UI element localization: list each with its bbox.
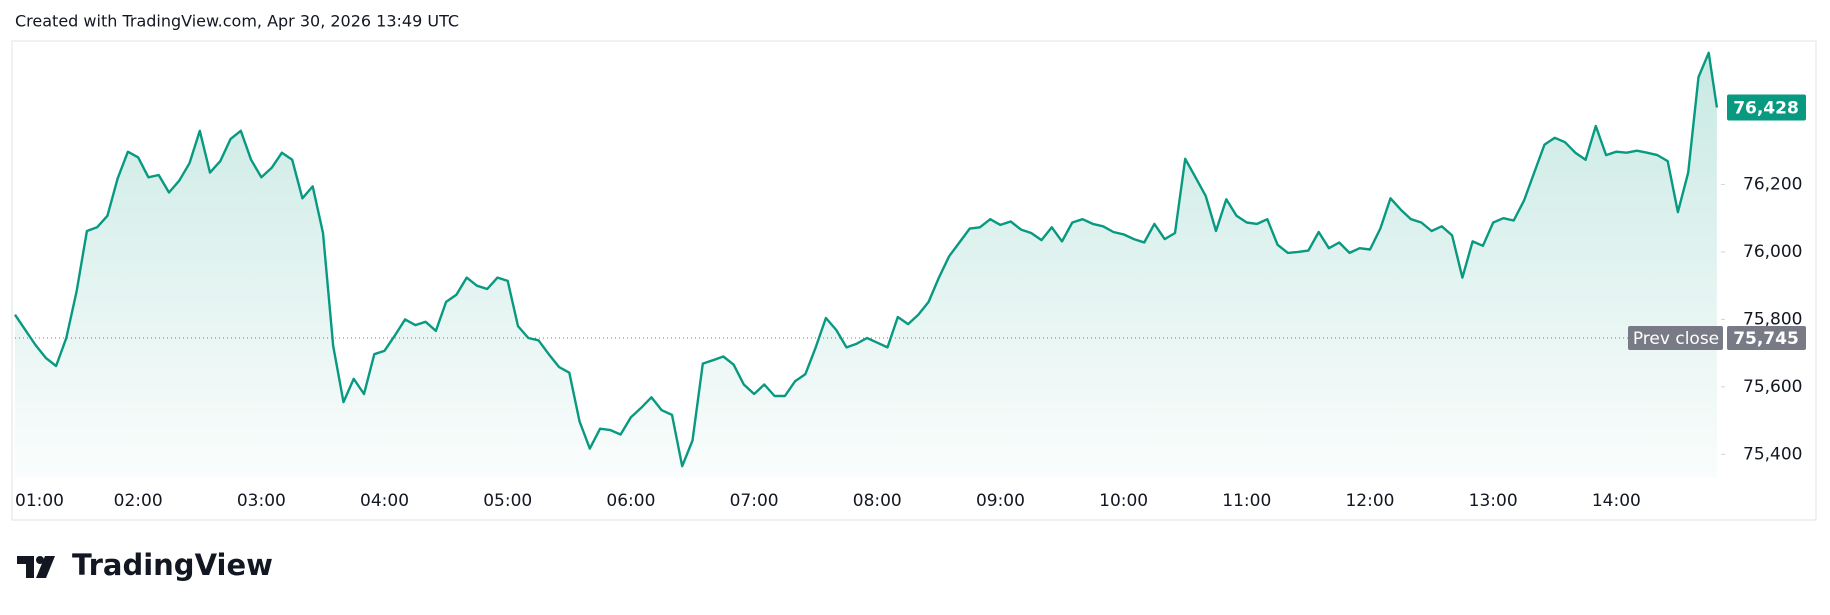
y-tick-label: 75,800 xyxy=(1743,309,1802,329)
x-tick-label: 11:00 xyxy=(1222,491,1271,511)
x-tick-label: 09:00 xyxy=(976,491,1025,511)
x-tick-label: 02:00 xyxy=(114,491,163,511)
x-tick-label: 07:00 xyxy=(730,491,779,511)
x-tick-label: 03:00 xyxy=(237,491,286,511)
last-price-tag xyxy=(1727,94,1806,121)
area-fill xyxy=(15,52,1717,479)
x-tick-label: 12:00 xyxy=(1345,491,1394,511)
x-tick-label: 01:00 xyxy=(15,491,64,511)
y-tick-label: 76,000 xyxy=(1743,242,1802,262)
x-tick-label: 05:00 xyxy=(483,491,532,511)
y-tick-label: 75,600 xyxy=(1743,377,1802,397)
y-tick-label: 75,400 xyxy=(1743,444,1802,464)
prev-close-value-tag xyxy=(1727,325,1806,350)
logo xyxy=(17,556,55,578)
x-tick-label: 10:00 xyxy=(1099,491,1148,511)
price-line xyxy=(14,51,1719,468)
brand-name: TradingView xyxy=(72,548,273,582)
prev-close-label: Prev close xyxy=(1633,329,1719,349)
y-tick-label: 76,200 xyxy=(1743,174,1802,194)
prev-close-tag xyxy=(1628,325,1723,350)
prev-close-value: 75,745 xyxy=(1733,329,1799,349)
header-text: Created with TradingView.com, Apr 30, 20… xyxy=(15,12,459,31)
x-tick-label: 08:00 xyxy=(853,491,902,511)
last-price-label: 76,428 xyxy=(1733,98,1799,118)
x-tick-label: 04:00 xyxy=(360,491,409,511)
x-tick-label: 06:00 xyxy=(606,491,655,511)
x-tick-label: 13:00 xyxy=(1469,491,1518,511)
pane-border xyxy=(11,40,1817,521)
x-tick-label: 14:00 xyxy=(1592,491,1641,511)
